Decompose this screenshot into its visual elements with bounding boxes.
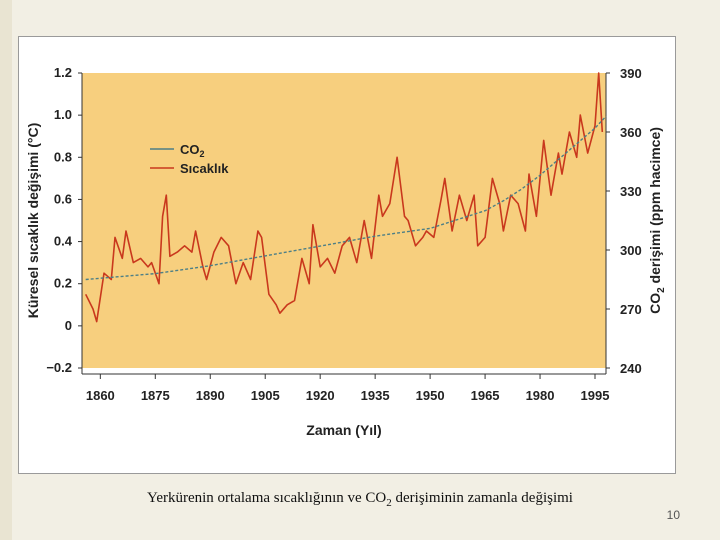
figure-caption: Yerkürenin ortalama sıcaklığının ve CO2 … xyxy=(0,490,720,509)
x-tick-label: 1950 xyxy=(416,388,445,403)
plot-area xyxy=(82,73,606,368)
legend-label-main: Sıcaklık xyxy=(180,161,229,176)
right-title-main: CO xyxy=(647,293,663,314)
x-tick-label: 1995 xyxy=(581,388,610,403)
legend-label-temperature: Sıcaklık xyxy=(180,161,229,176)
co2-series-line xyxy=(85,115,607,281)
right-tick-label: 390 xyxy=(620,66,642,81)
caption-post: derişiminin zamanla değişimi xyxy=(391,490,573,506)
left-tick-label: 1.2 xyxy=(54,65,72,80)
x-tick-label: 1935 xyxy=(361,388,390,403)
legend-label-sub: 2 xyxy=(200,149,205,159)
x-tick-label: 1965 xyxy=(471,388,500,403)
legend-label-co2: CO2 xyxy=(180,142,205,159)
right-tick-label: 300 xyxy=(620,243,642,258)
slide-left-edge xyxy=(0,0,12,540)
x-tick-label: 1920 xyxy=(306,388,335,403)
left-tick-label: 0 xyxy=(65,318,72,333)
x-tick-label: 1905 xyxy=(251,388,280,403)
page-number: 10 xyxy=(666,508,680,522)
left-tick-label: 0.6 xyxy=(54,191,72,206)
left-tick-label: 0.4 xyxy=(54,234,73,249)
x-tick-label: 1980 xyxy=(526,388,555,403)
right-axis-title: CO2 derişimi (ppm hacimce) xyxy=(647,127,667,314)
right-tick-label: 330 xyxy=(620,184,642,199)
left-tick-label: −0.2 xyxy=(46,360,72,375)
left-tick-label: 1.0 xyxy=(54,107,72,122)
left-tick-label: 0.8 xyxy=(54,149,72,164)
caption-sub: 2 xyxy=(386,497,392,509)
x-tick-label: 1860 xyxy=(86,388,115,403)
right-tick-label: 270 xyxy=(620,302,642,317)
left-axis-title: Küresel sıcaklık değişimi (°C) xyxy=(25,123,41,318)
x-tick-label: 1890 xyxy=(196,388,225,403)
legend-label-main: CO xyxy=(180,142,200,157)
right-title-rest: derişimi (ppm hacimce) xyxy=(647,127,663,287)
temperature-co2-chart: 1.2 1.0 0.8 0.6 0.4 0.2 0 −0.2 390 360 330 300 270 24… xyxy=(25,65,667,438)
right-tick-label: 360 xyxy=(620,125,642,140)
caption-pre: Yerkürenin ortalama sıcaklığının ve CO xyxy=(147,490,387,506)
x-tick-label: 1875 xyxy=(141,388,170,403)
right-tick-label: 240 xyxy=(620,361,642,376)
temperature-series-line xyxy=(84,72,604,323)
left-tick-label: 0.2 xyxy=(54,276,72,291)
x-axis-title: Zaman (Yıl) xyxy=(306,422,381,438)
right-title-sub: 2 xyxy=(656,287,667,293)
